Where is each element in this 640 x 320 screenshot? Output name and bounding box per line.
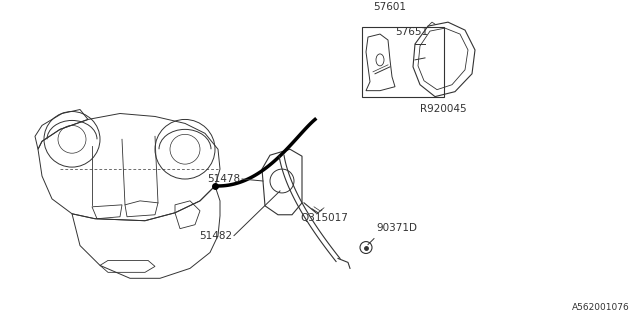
Text: R920045: R920045: [420, 104, 467, 114]
Text: 51482: 51482: [199, 231, 232, 241]
Text: 57601: 57601: [374, 2, 406, 12]
Text: 90371D: 90371D: [376, 223, 417, 233]
Text: Q315017: Q315017: [300, 213, 348, 223]
Text: A562001076: A562001076: [572, 303, 630, 312]
Text: 51478: 51478: [207, 174, 240, 184]
Bar: [362, 27, 444, 97]
Text: 57651: 57651: [395, 27, 428, 37]
